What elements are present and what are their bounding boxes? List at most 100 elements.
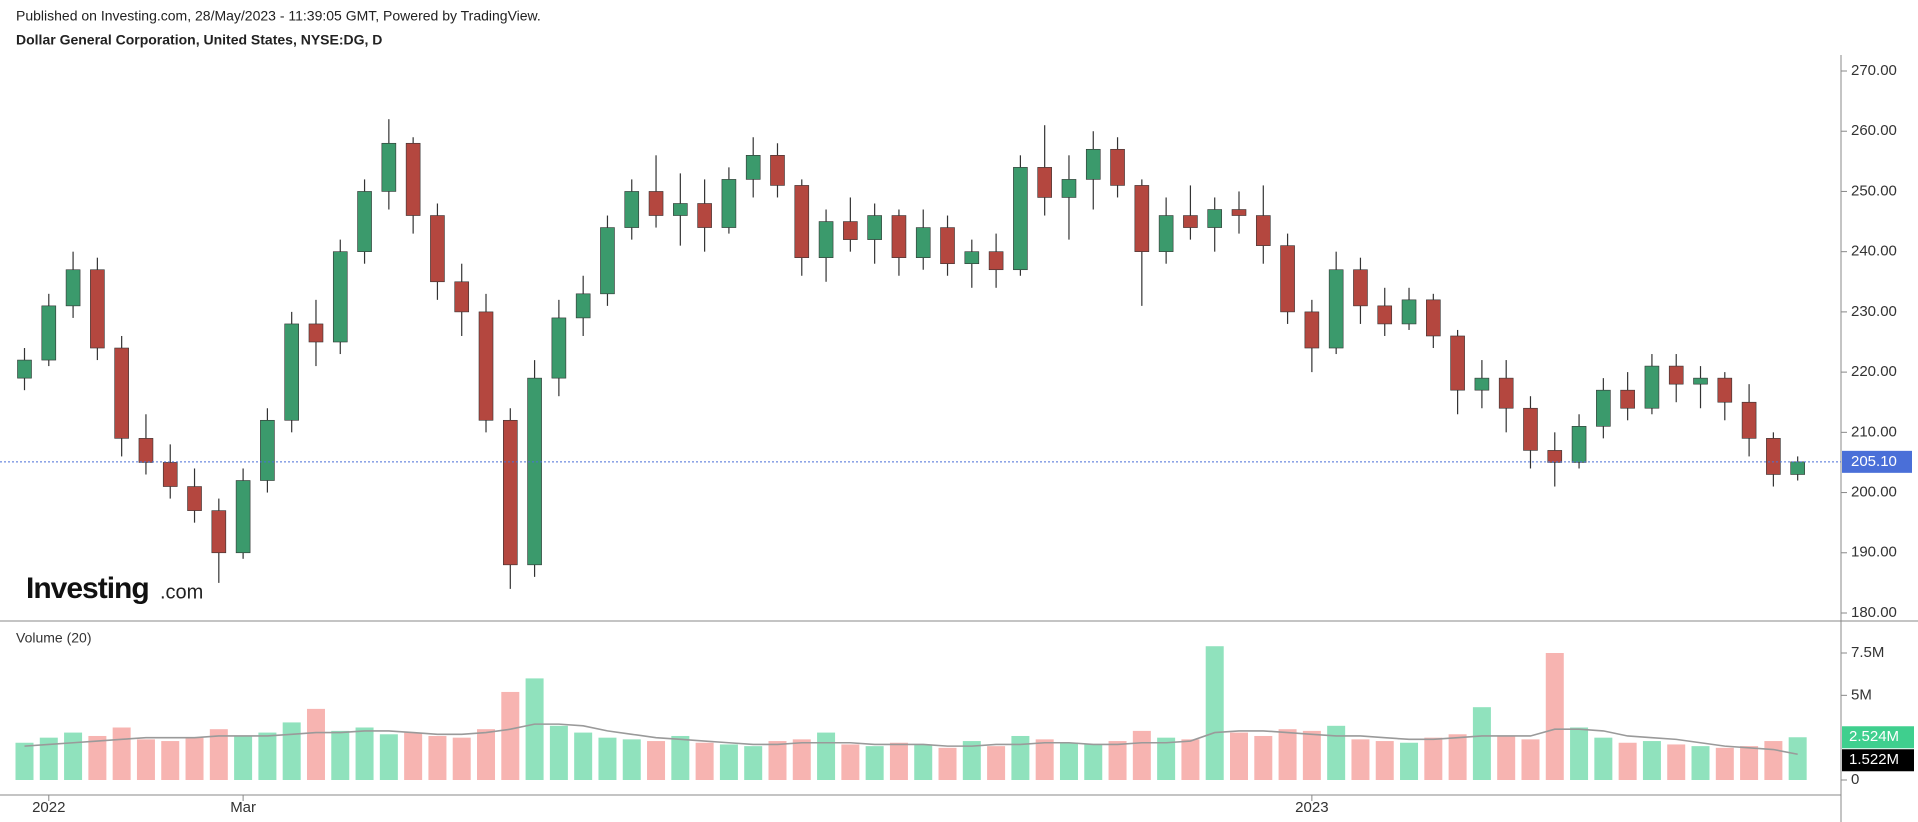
chart-title: Dollar General Corporation, United State… xyxy=(16,32,382,48)
volume-bar xyxy=(914,744,933,780)
candle-body xyxy=(1450,335,1465,391)
volume-bar xyxy=(1181,739,1200,780)
volume-bar xyxy=(1545,653,1564,780)
candle-body xyxy=(1183,215,1198,228)
candle-body xyxy=(1401,299,1417,325)
volume-bar xyxy=(1059,742,1078,780)
volume-bar xyxy=(1521,739,1540,780)
candle-body xyxy=(1741,401,1757,439)
candle-body xyxy=(1426,299,1441,337)
volume-bar xyxy=(234,735,253,780)
y-tick-label: 230.00 xyxy=(1851,303,1897,320)
candle-body xyxy=(1158,215,1174,252)
volume-bar xyxy=(1254,735,1273,780)
candle-body xyxy=(162,462,178,487)
volume-bar xyxy=(598,737,617,780)
candle-body xyxy=(1498,377,1514,409)
last-price-box xyxy=(1842,450,1912,473)
candle-body xyxy=(1693,377,1708,385)
volume-bar xyxy=(1594,737,1613,780)
candle-body xyxy=(794,185,810,258)
candle-body xyxy=(1668,365,1684,385)
volume-last-label: 2.524M xyxy=(1849,728,1899,745)
x-tick-label: 2023 xyxy=(1295,799,1328,816)
volume-bar xyxy=(452,737,471,780)
volume-bar xyxy=(88,735,107,780)
volume-bar xyxy=(695,742,714,780)
candle-body xyxy=(818,221,834,258)
y-tick-label: 240.00 xyxy=(1851,243,1897,260)
candle-body xyxy=(1134,185,1150,252)
candle-body xyxy=(1474,377,1490,391)
candle-body xyxy=(187,486,202,511)
candle-body xyxy=(332,251,348,343)
volume-bar xyxy=(331,730,350,780)
volume-ma-last-box xyxy=(1842,749,1914,772)
candle-body xyxy=(624,191,640,228)
volume-bar xyxy=(1764,741,1783,780)
candle-body xyxy=(770,155,785,186)
candle-body xyxy=(1280,245,1295,313)
candle-body xyxy=(454,281,470,313)
candle-body xyxy=(1717,377,1733,403)
volume-bar xyxy=(477,729,496,780)
candle-body xyxy=(1353,269,1368,307)
volume-bar xyxy=(1618,742,1637,780)
candle-body xyxy=(1207,209,1223,228)
candle-body xyxy=(1377,305,1393,325)
volume-bar xyxy=(1327,725,1346,780)
candle-body xyxy=(988,251,1004,271)
y-tick-label: 200.00 xyxy=(1851,484,1897,501)
volume-ma-line xyxy=(24,723,1798,756)
y-tick-label: 210.00 xyxy=(1851,423,1897,440)
volume-bar xyxy=(962,741,981,780)
candle-body xyxy=(1110,148,1125,186)
candle-body xyxy=(138,438,154,463)
volume-bar xyxy=(1351,739,1370,780)
volume-bar xyxy=(1788,737,1807,780)
volume-bar xyxy=(282,722,301,780)
volume-bar xyxy=(792,739,811,780)
candle-body xyxy=(260,419,275,481)
volume-ma-last-label: 1.522M xyxy=(1849,751,1899,768)
logo-suffix: .com xyxy=(160,581,203,603)
volume-bar xyxy=(1570,727,1589,780)
candle-body xyxy=(308,323,324,343)
volume-bar xyxy=(1740,746,1759,780)
volume-bar xyxy=(1011,735,1030,780)
x-tick-label: 2022 xyxy=(32,799,65,816)
candle-body xyxy=(843,221,858,240)
y-tick-label: 220.00 xyxy=(1851,363,1897,380)
volume-bar xyxy=(987,746,1006,780)
volume-bar xyxy=(112,727,131,780)
candle-body xyxy=(1620,389,1635,409)
volume-bar xyxy=(1278,729,1297,780)
volume-bar xyxy=(306,708,325,780)
candle-body xyxy=(1596,389,1611,427)
candle-body xyxy=(90,269,105,349)
y-tick-label: 260.00 xyxy=(1851,122,1897,139)
volume-bar xyxy=(404,732,423,780)
x-tick-label: Mar xyxy=(230,799,256,816)
candle-body xyxy=(1061,179,1077,198)
volume-bar xyxy=(428,735,447,780)
candle-body xyxy=(673,203,688,216)
candle-body xyxy=(575,293,591,319)
candle-body xyxy=(1085,148,1101,180)
volume-bar xyxy=(136,739,155,780)
candle-body xyxy=(745,155,761,180)
candle-body xyxy=(235,480,251,554)
candle-body xyxy=(1231,209,1247,216)
candle-body xyxy=(1571,426,1587,463)
volume-bar xyxy=(671,735,690,780)
volume-bar xyxy=(525,678,544,780)
candle-body xyxy=(1328,269,1344,349)
volume-bar xyxy=(1472,707,1491,780)
candle-body xyxy=(478,311,494,421)
volume-bar xyxy=(1375,741,1394,780)
volume-bar xyxy=(1448,734,1467,780)
candle-body xyxy=(211,510,227,554)
candle-body xyxy=(648,191,664,216)
volume-bar xyxy=(1132,730,1151,780)
